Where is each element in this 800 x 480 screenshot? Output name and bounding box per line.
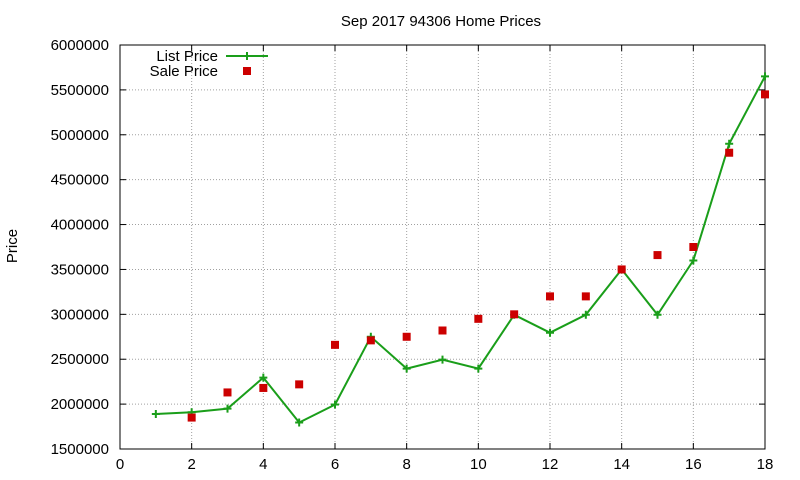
sale-price-point: [725, 148, 734, 157]
grid: [120, 45, 765, 449]
sale-price-point: [474, 314, 483, 323]
sale-price-point: [438, 326, 447, 335]
sale-price-point: [761, 90, 769, 99]
sale-price-point: [223, 388, 232, 397]
sale-price-point: [617, 265, 626, 274]
y-tick-label: 3000000: [51, 306, 109, 323]
x-tick-label: 2: [187, 456, 195, 473]
sale-price-point: [581, 292, 590, 301]
x-tick-label: 16: [685, 456, 702, 473]
y-tick-label: 5500000: [51, 82, 109, 99]
list-price-point: [438, 355, 447, 364]
list-price-point: [223, 404, 232, 413]
sale-price-point: [689, 243, 698, 251]
chart-title: Sep 2017 94306 Home Prices: [341, 13, 541, 30]
y-tick-label: 6000000: [51, 37, 109, 54]
sale-price-point: [402, 332, 411, 341]
list-price-point: [546, 328, 554, 337]
list-price-point: [725, 139, 734, 148]
sale-price-point: [510, 310, 519, 319]
x-tick-label: 10: [470, 456, 487, 473]
legend-swatch-marker: [243, 67, 251, 75]
y-tick-label: 1500000: [51, 441, 109, 458]
sale-price-point: [295, 380, 304, 389]
list-price-point: [653, 310, 662, 319]
x-tick-label: 0: [116, 456, 124, 473]
list-price-point: [581, 310, 590, 319]
list-price-point: [402, 364, 411, 373]
legend-label: Sale Price: [150, 63, 218, 80]
axes: 0 2 4 6 8 10 12 14 16 18 1500000 2000000 2500000 3000…: [51, 37, 774, 473]
y-tick-label: 3500000: [51, 261, 109, 278]
list-price-point: [474, 364, 483, 373]
y-axis-label: Price: [4, 229, 21, 263]
list-price-point: [689, 256, 698, 265]
sale-price-point: [259, 383, 268, 392]
legend-label: List Price: [156, 48, 218, 65]
x-tick-label: 4: [259, 456, 267, 473]
plot-frame: [119, 44, 766, 450]
sale-price-point: [546, 292, 554, 301]
list-price-point: [761, 72, 769, 81]
y-tick-label: 5000000: [51, 127, 109, 144]
sale-price-point: [653, 251, 662, 260]
list-price-line: [155, 75, 766, 424]
list-price-point: [259, 373, 268, 382]
series: [151, 72, 769, 427]
y-tick-label: 2000000: [51, 396, 109, 413]
x-tick-label: 8: [402, 456, 410, 473]
list-price-point: [331, 400, 339, 409]
x-tick-label: 12: [542, 456, 559, 473]
y-tick-label: 4000000: [51, 217, 109, 234]
legend-swatch-marker: [243, 52, 251, 60]
list-price-point: [295, 418, 304, 427]
y-tick-label: 2500000: [51, 351, 109, 368]
x-tick-label: 6: [331, 456, 339, 473]
list-price-point: [151, 409, 160, 418]
x-tick-label: 18: [757, 456, 774, 473]
sale-price-point: [366, 336, 375, 345]
y-tick-label: 4500000: [51, 172, 109, 189]
sale-price-point: [331, 340, 339, 349]
x-tick-label: 14: [613, 456, 630, 473]
sale-price-point: [187, 413, 196, 422]
